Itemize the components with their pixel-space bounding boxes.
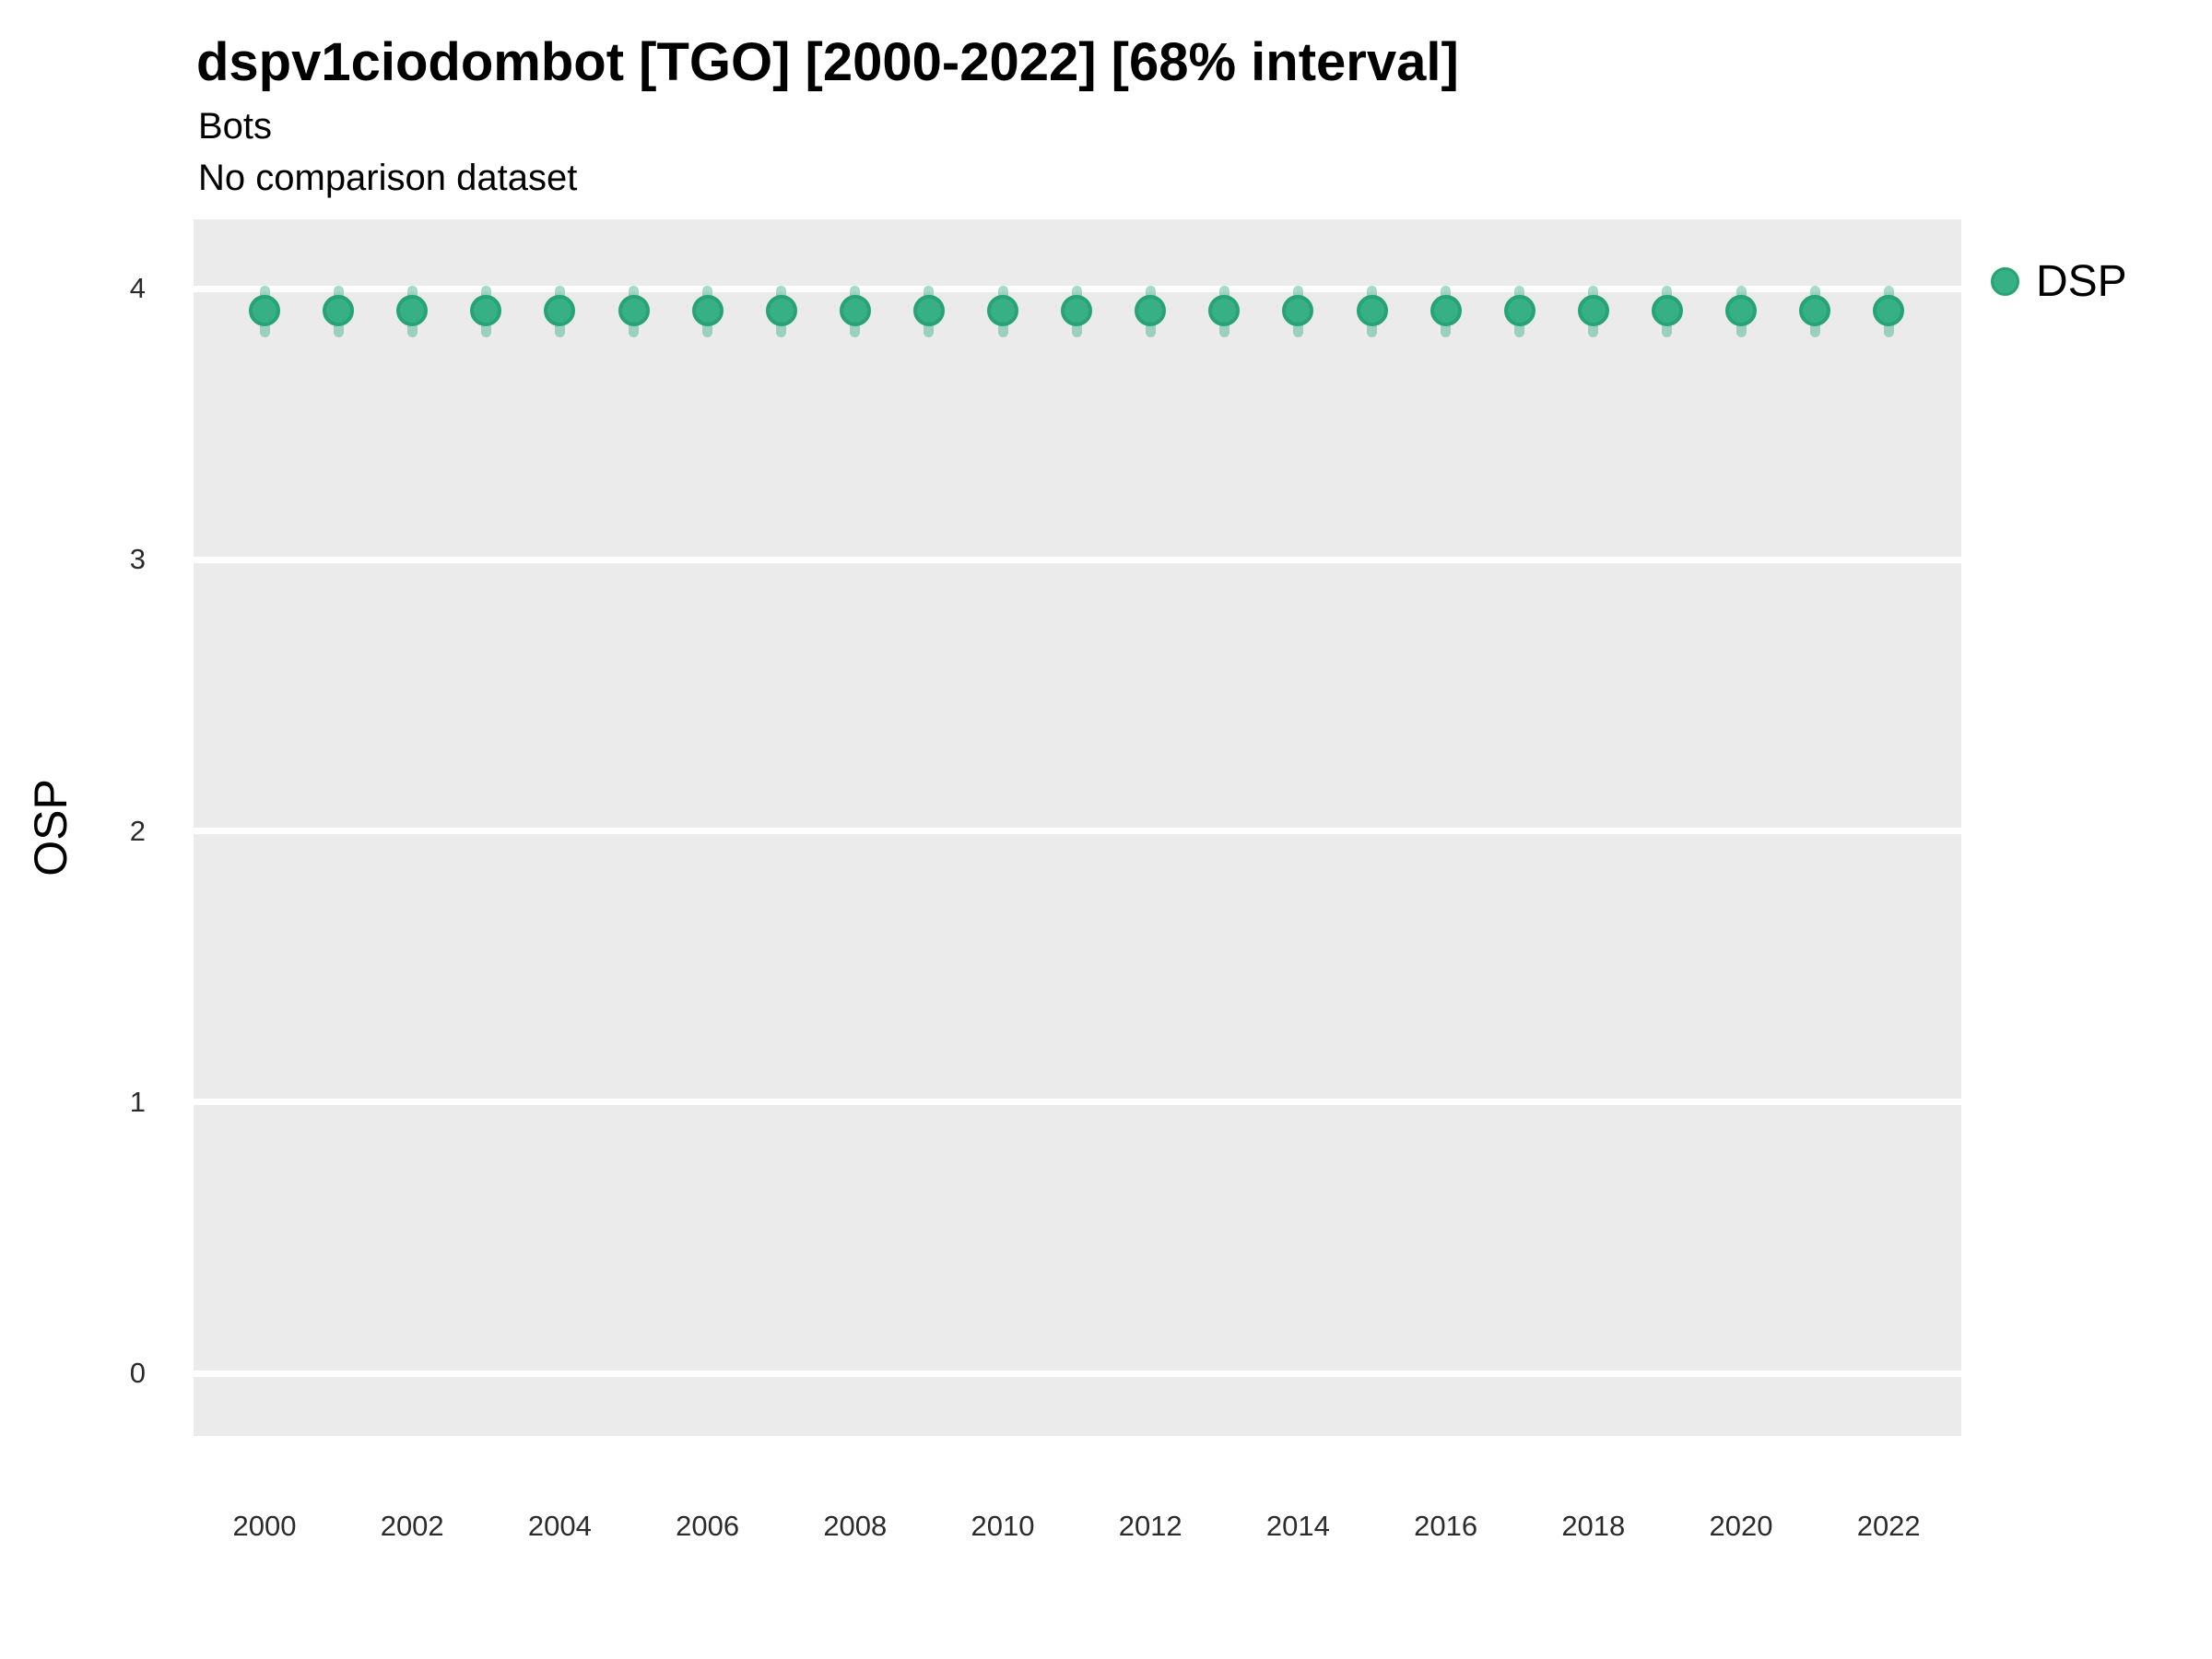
data-point-2019 xyxy=(1651,294,1683,326)
y-tick-label-1: 1 xyxy=(129,1085,146,1118)
data-point-2020 xyxy=(1725,294,1757,326)
x-tick-label-2016: 2016 xyxy=(1414,1510,1478,1542)
data-point-2004 xyxy=(544,294,576,326)
data-point-2002 xyxy=(396,294,429,326)
y-tick-label-3: 3 xyxy=(129,543,146,576)
x-tick-label-2018: 2018 xyxy=(1561,1510,1626,1542)
data-point-2000 xyxy=(249,294,280,326)
data-point-2009 xyxy=(912,294,945,326)
gridline-y-2 xyxy=(194,828,1961,834)
data-point-2008 xyxy=(839,294,871,326)
data-point-2017 xyxy=(1503,294,1535,326)
x-tick-label-2014: 2014 xyxy=(1265,1510,1330,1542)
data-point-2012 xyxy=(1135,294,1167,326)
y-tick-label-0: 0 xyxy=(129,1357,146,1389)
y-tick-label-2: 2 xyxy=(129,814,146,847)
x-tick-label-2006: 2006 xyxy=(676,1510,740,1542)
data-point-2005 xyxy=(618,294,650,326)
gridline-y-0 xyxy=(194,1370,1961,1377)
data-point-2003 xyxy=(470,294,502,326)
y-tick-label-4: 4 xyxy=(129,272,146,304)
comparison-note: No comparison dataset xyxy=(198,158,578,198)
data-point-2016 xyxy=(1430,294,1462,326)
data-point-2010 xyxy=(987,294,1018,326)
data-point-2007 xyxy=(765,294,797,326)
data-point-2015 xyxy=(1356,294,1388,326)
legend-marker-icon xyxy=(1991,267,2019,296)
legend: DSP xyxy=(1991,256,2127,307)
data-point-2006 xyxy=(691,294,724,326)
x-tick-label-2010: 2010 xyxy=(971,1510,1035,1542)
x-tick-label-2004: 2004 xyxy=(527,1510,592,1542)
plot-panel xyxy=(194,219,1961,1436)
x-tick-label-2002: 2002 xyxy=(380,1510,444,1542)
data-point-2011 xyxy=(1061,294,1093,326)
data-point-2022 xyxy=(1873,294,1905,326)
x-tick-label-2008: 2008 xyxy=(823,1510,888,1542)
gridline-y-4 xyxy=(194,285,1961,292)
data-point-2018 xyxy=(1577,294,1609,326)
gridline-y-3 xyxy=(194,556,1961,563)
chart-subtitle: Bots xyxy=(198,106,273,147)
legend-label: DSP xyxy=(2036,257,2127,306)
gridline-y-1 xyxy=(194,1099,1961,1106)
data-point-2021 xyxy=(1799,294,1831,326)
chart-title: dspv1ciodombot [TGO] [2000-2022] [68% in… xyxy=(196,32,1459,92)
data-point-2014 xyxy=(1282,294,1314,326)
data-point-2001 xyxy=(323,294,355,326)
x-tick-label-2000: 2000 xyxy=(232,1510,297,1542)
x-tick-label-2022: 2022 xyxy=(1856,1510,1921,1542)
x-tick-label-2012: 2012 xyxy=(1118,1510,1182,1542)
data-point-2013 xyxy=(1208,294,1241,326)
x-tick-label-2020: 2020 xyxy=(1709,1510,1773,1542)
